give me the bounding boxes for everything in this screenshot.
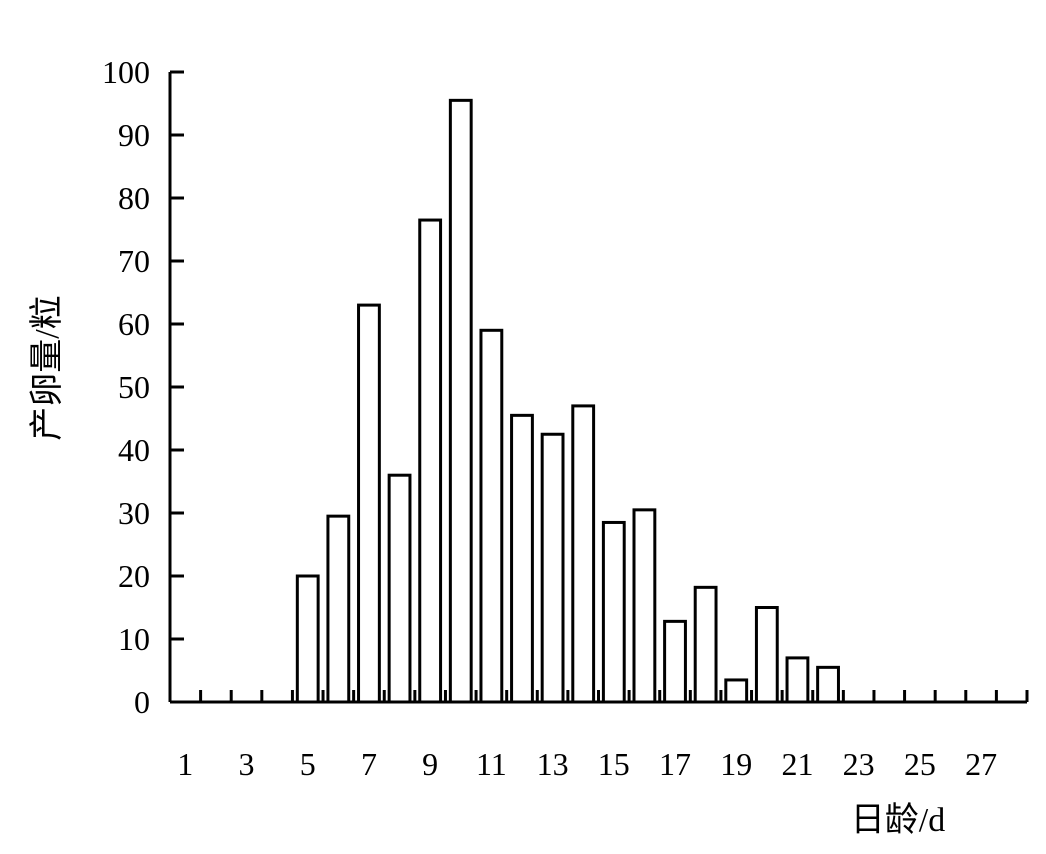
y-tick-label: 10 [118,621,150,657]
x-tick-label: 7 [361,746,377,782]
bar-day-12 [510,413,534,704]
x-tick-label: 19 [720,746,752,782]
bar-day-7 [357,303,381,704]
x-tick-label: 3 [239,746,255,782]
y-tick-label: 20 [118,558,150,594]
bar-day-17 [663,619,687,704]
x-tick-label: 25 [904,746,936,782]
bar-day-16 [632,508,657,704]
x-tick-label: 13 [537,746,569,782]
bar-day-10 [448,98,473,704]
x-axis-title: 日龄/d [851,801,945,839]
bar-day-18 [693,585,718,704]
bar-day-15 [601,520,626,704]
bar-day-9 [418,218,443,704]
bar-day-5 [295,574,320,704]
y-tick-label: 100 [102,54,150,90]
y-tick-label: 30 [118,495,150,531]
x-ticks-group: 1 3 5 7 9 11 13 15 17 19 21 23 25 27 [168,690,1029,782]
y-tick-label: 80 [118,180,150,216]
x-tick-label: 27 [965,746,997,782]
y-tick-label: 0 [134,684,150,720]
x-tick-label: 11 [476,746,507,782]
y-tick-label: 60 [118,306,150,342]
y-tick-label: 40 [118,432,150,468]
x-tick-label: 15 [598,746,630,782]
x-tick-label: 17 [659,746,691,782]
bars-group [295,98,840,704]
y-tick-label: 70 [118,243,150,279]
bar-day-11 [479,328,504,704]
bar-day-21 [785,656,810,704]
x-tick-label: 21 [781,746,813,782]
bar-day-20 [754,606,779,704]
bar-day-6 [326,514,351,704]
y-tick-label: 50 [118,369,150,405]
x-tick-label: 9 [422,746,438,782]
bar-day-13 [540,432,565,704]
bar-day-19 [724,678,749,704]
bar-day-14 [571,404,596,704]
y-ticks-group: 0 10 20 30 40 50 60 70 80 90 100 [102,54,184,720]
x-tick-label: 1 [177,746,193,782]
y-tick-label: 90 [118,117,150,153]
y-axis-title: 产卵量/粒 [28,295,66,440]
x-tick-label: 23 [843,746,875,782]
bar-day-22 [816,665,840,704]
bar-day-8 [387,473,412,704]
x-tick-label: 5 [300,746,316,782]
